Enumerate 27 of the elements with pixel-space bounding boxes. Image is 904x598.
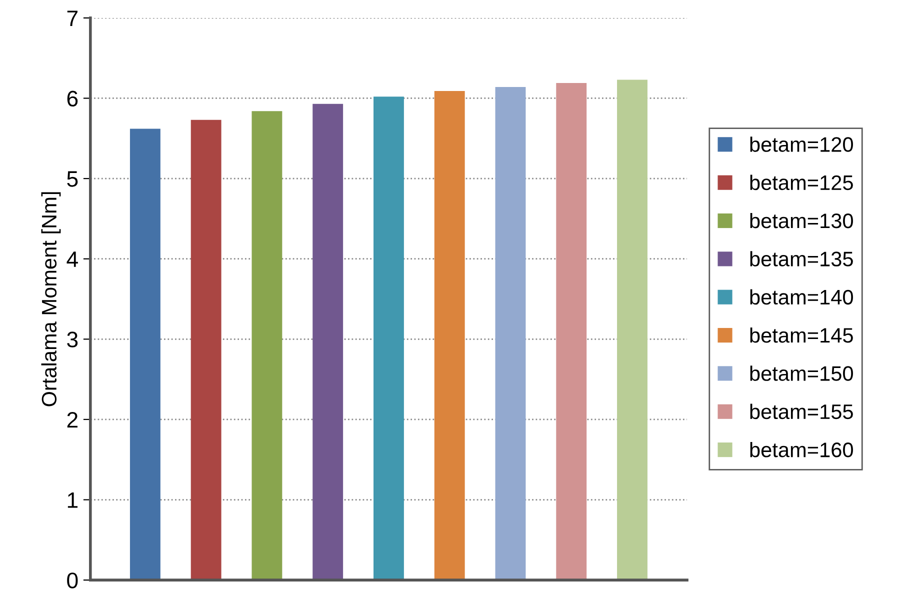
y-tick-label: 3 <box>67 332 78 348</box>
bar <box>434 91 465 580</box>
bar <box>252 111 282 580</box>
legend-label: betam=140 <box>750 289 853 305</box>
legend-label: betam=150 <box>750 366 853 381</box>
y-tick-label: 7 <box>67 10 78 26</box>
legend-label: betam=155 <box>750 404 853 420</box>
y-tick-label: 1 <box>68 492 78 508</box>
bar <box>130 128 160 580</box>
legend-label: betam=135 <box>750 251 853 266</box>
legend-label: betam=120 <box>750 136 853 152</box>
bar <box>312 104 344 580</box>
bar <box>190 120 222 580</box>
y-tick-label: 0 <box>67 572 78 588</box>
legend-label: betam=130 <box>750 212 853 228</box>
y-tick-label: 2 <box>67 412 78 428</box>
legend-label: betam=145 <box>750 327 853 343</box>
legend-label: betam=160 <box>750 442 853 458</box>
bar <box>374 96 404 580</box>
y-tick-label: 4 <box>66 252 78 267</box>
bar <box>495 87 526 580</box>
legend-label: betam=125 <box>750 174 853 190</box>
y-tick-label: 6 <box>67 90 78 107</box>
bar <box>617 80 648 580</box>
bar <box>556 82 587 580</box>
y-tick-label: 5 <box>67 171 78 187</box>
y-axis-title: Ortalama Moment [Nm] <box>41 192 61 406</box>
